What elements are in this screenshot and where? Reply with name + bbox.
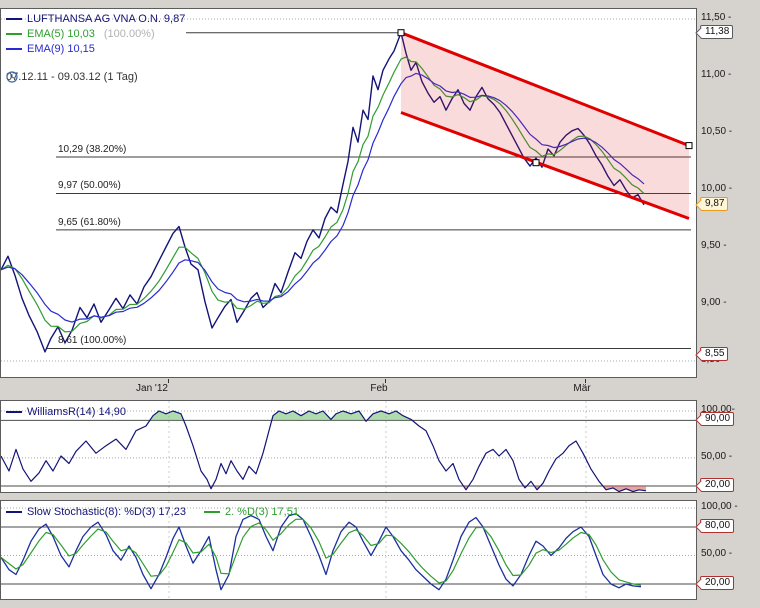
panel-splitter[interactable] (0, 493, 697, 500)
channel-line[interactable] (400, 31, 690, 147)
legend-item-ema9: EMA(9) 10,15 (6, 41, 185, 56)
channel-fill (401, 32, 689, 219)
fib-level-label: 10,29 (38.20%) (58, 143, 127, 155)
legend-label-ema5: EMA(5) 10,03 (27, 27, 95, 40)
time-axis-strip (0, 378, 697, 400)
stochastic-d2-label: 2. %D(3) 17,51 (224, 505, 299, 518)
price-line (1, 32, 645, 353)
stochastic-panel[interactable]: Slow Stochastic(8): %D(3) 17,23 2. %D(3)… (0, 500, 697, 600)
williams-legend-label: WilliamsR(14) 14,90 (27, 405, 127, 418)
date-range-label: 07.12.11 - 09.03.12 (1 Tag) (6, 71, 138, 83)
overbought-fill (149, 411, 413, 421)
date-range: 07.12.11 - 09.03.12 (1 Tag) (6, 71, 138, 83)
clock-icon (6, 71, 18, 83)
fib-level-label: 9,65 (61.80%) (58, 216, 121, 228)
channel-handle[interactable] (397, 29, 405, 37)
legend-label-price: LUFTHANSA AG VNA O.N. 9,87 (27, 12, 186, 25)
fib-level-label: 9,97 (50.00%) (58, 180, 121, 192)
legend-item-price: LUFTHANSA AG VNA O.N. 9,87 (6, 11, 185, 26)
legend-label-ema5-extra: (100.00%) (103, 27, 155, 40)
channel-line[interactable] (400, 111, 690, 220)
stochastic-legend: Slow Stochastic(8): %D(3) 17,23 2. %D(3)… (6, 504, 299, 519)
ema9-series-swatch (6, 47, 22, 50)
price-panel[interactable]: LUFTHANSA AG VNA O.N. 9,87 EMA(5) 10,03 … (0, 8, 697, 378)
stochastic-d-swatch (6, 510, 22, 513)
williams-chart-svg (1, 401, 696, 492)
channel-handle[interactable] (532, 159, 540, 167)
EMA5-line (1, 56, 645, 333)
stochastic-d2-swatch (203, 510, 220, 513)
williams-legend: WilliamsR(14) 14,90 (6, 404, 126, 419)
main-legend: LUFTHANSA AG VNA O.N. 9,87 EMA(5) 10,03 … (6, 11, 185, 56)
legend-item-ema5: EMA(5) 10,03 (100.00%) (6, 26, 185, 41)
legend-label-ema9: EMA(9) 10,15 (27, 42, 95, 55)
stochastic-chart-svg (1, 501, 696, 599)
williams-panel[interactable]: WilliamsR(14) 14,90 (0, 400, 697, 493)
fib-level-label: 8,61 (100.00%) (58, 335, 127, 347)
EMA9-line (1, 72, 645, 323)
stochastic-d-label: Slow Stochastic(8): %D(3) 17,23 (27, 505, 186, 518)
williams-series-swatch (6, 410, 22, 413)
price-series-swatch (6, 17, 22, 20)
channel-handle[interactable] (685, 142, 693, 150)
ema5-series-swatch (6, 32, 22, 35)
pctD-line (1, 513, 642, 591)
WilliamsR-line (1, 410, 647, 492)
pctD2-line (1, 518, 642, 586)
price-chart-svg (1, 18, 696, 362)
price-axis-column[interactable] (697, 0, 760, 608)
